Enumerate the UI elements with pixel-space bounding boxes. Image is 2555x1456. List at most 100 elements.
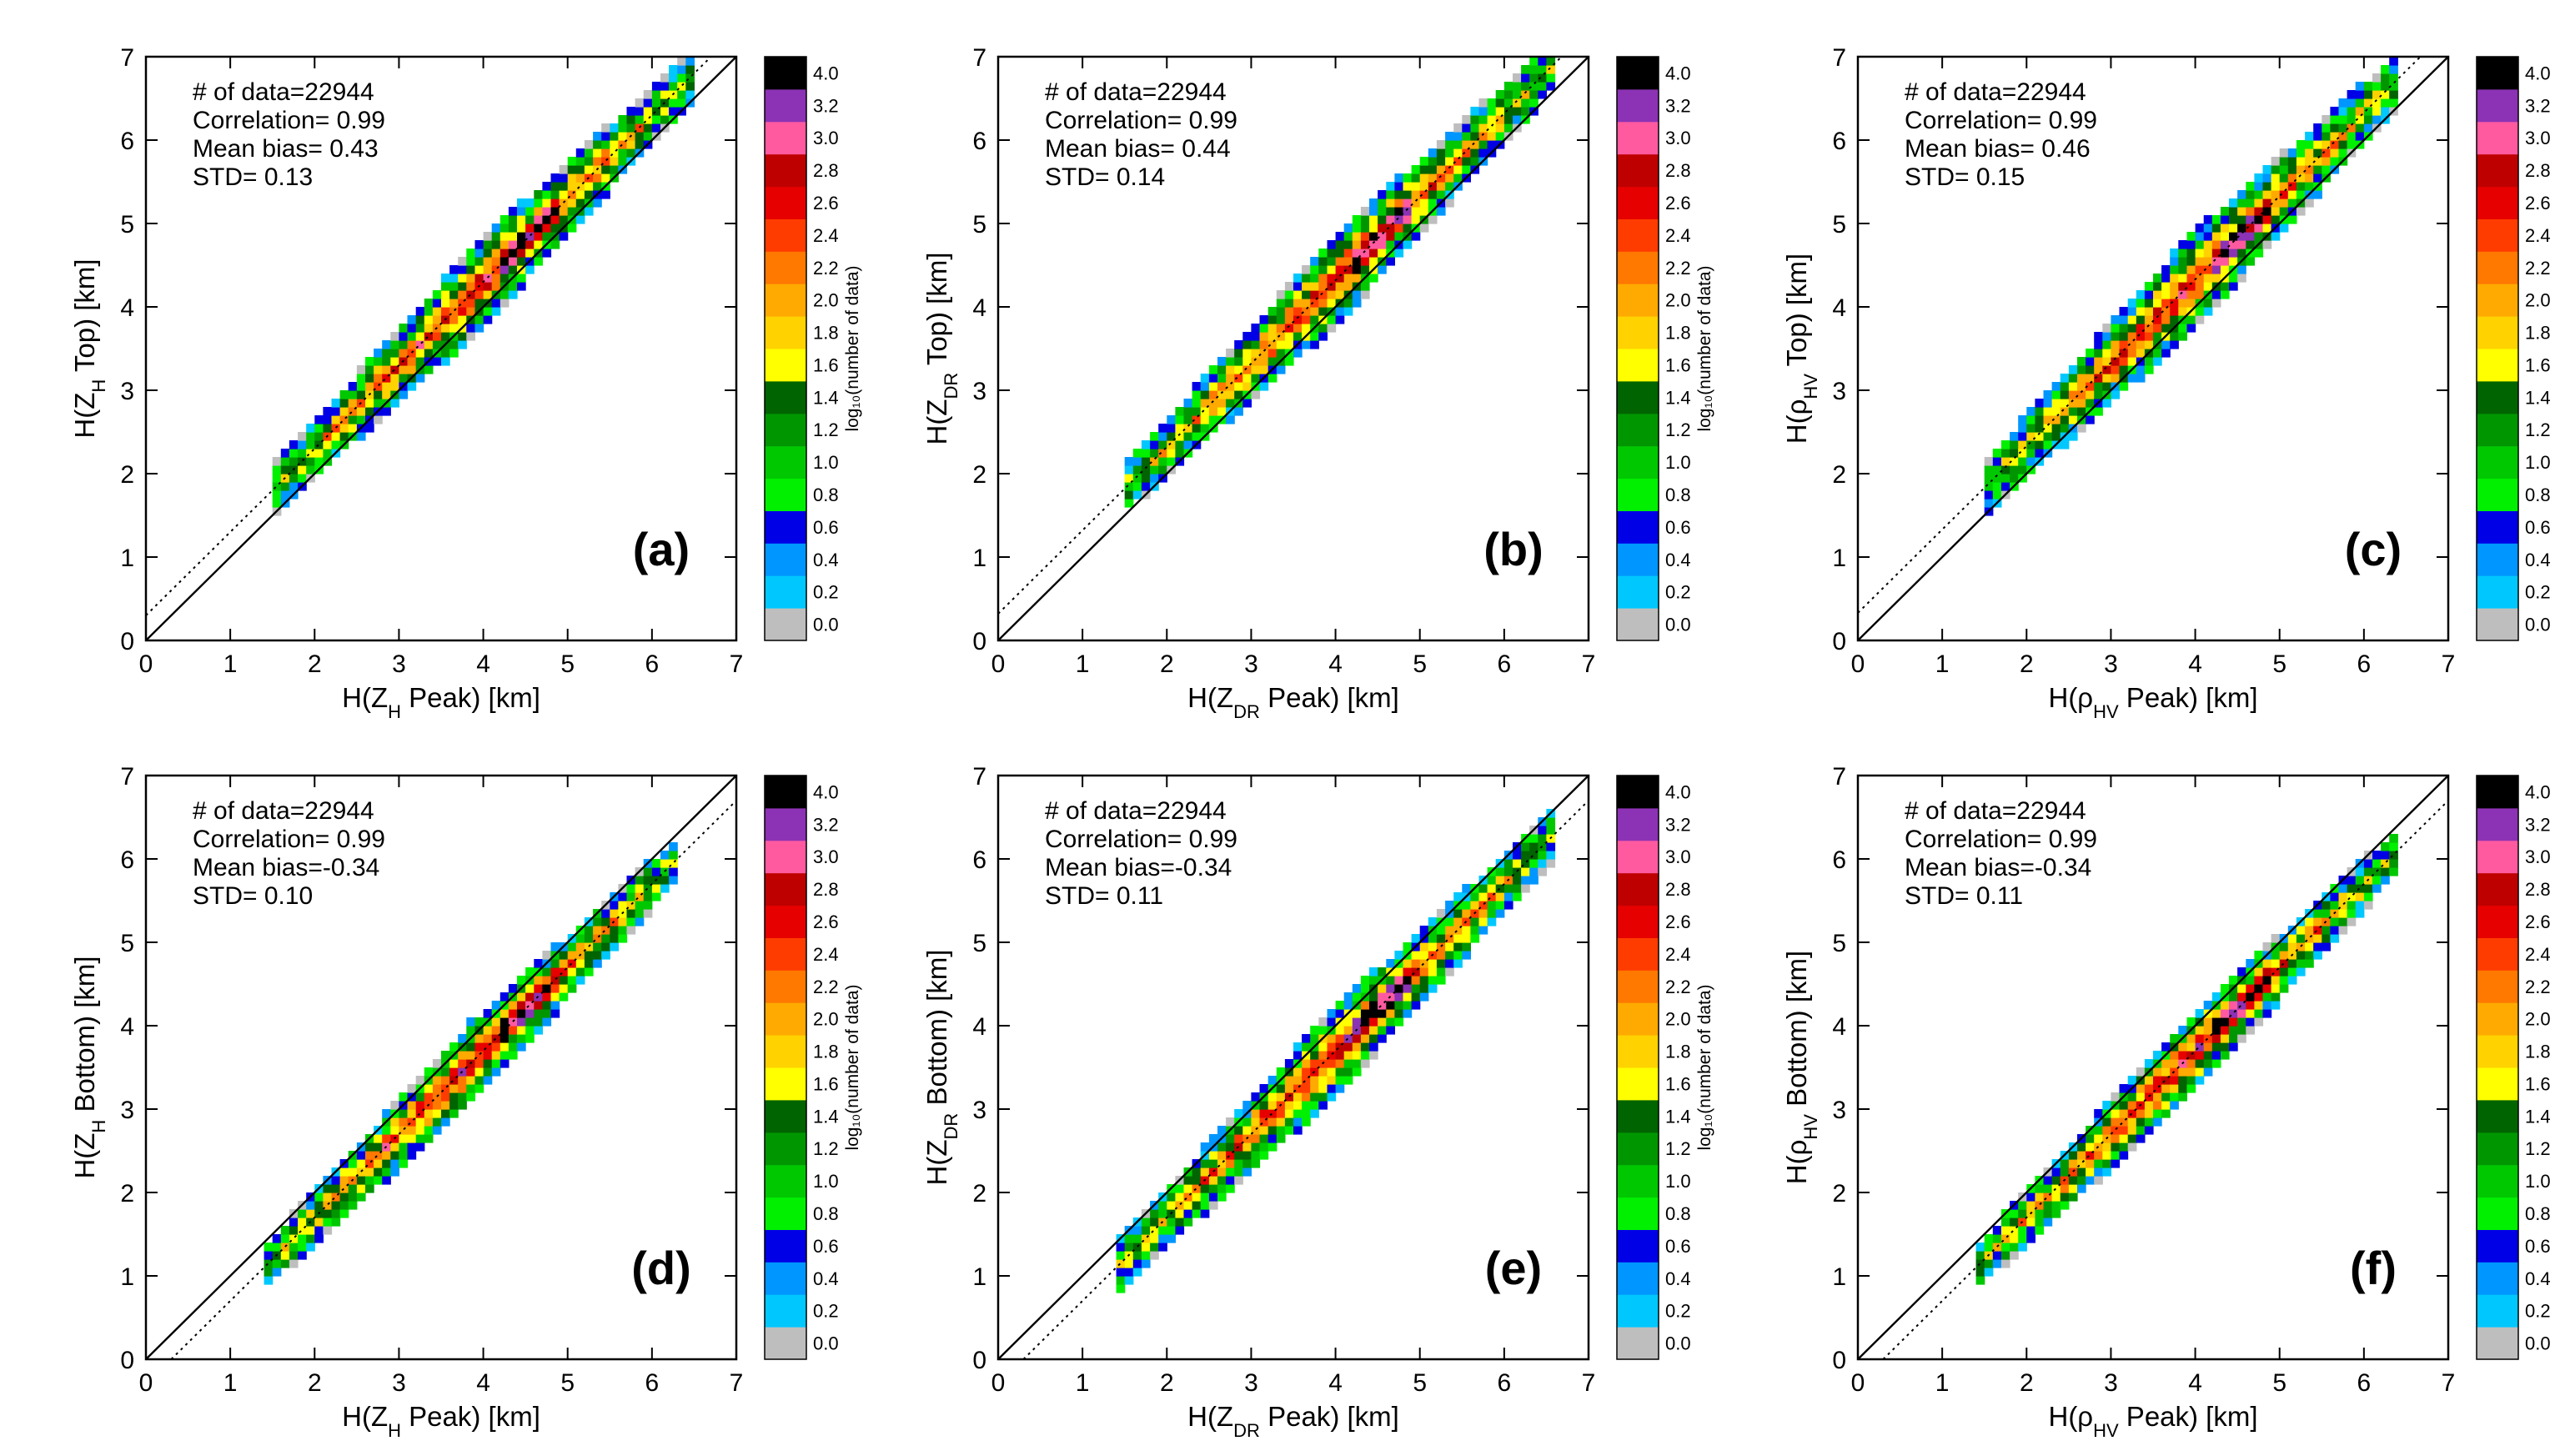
heatmap-cell (2389, 98, 2398, 108)
heatmap-cell (365, 407, 374, 416)
y-tick-label: 4 (972, 294, 986, 322)
heatmap-cell (2203, 1067, 2213, 1077)
heatmap-cell (2111, 1151, 2121, 1160)
heatmap-cell (424, 1067, 434, 1077)
heatmap-cell (2347, 107, 2357, 116)
heatmap-cell (1132, 1259, 1142, 1268)
x-tick-label: 3 (392, 650, 406, 678)
axis-label: H(ρHV Peak) [km] (2048, 682, 2257, 722)
heatmap-cell (2381, 851, 2390, 860)
heatmap-cell (1386, 223, 1395, 233)
heatmap-cell (677, 82, 686, 91)
heatmap-cell (466, 1017, 475, 1027)
heatmap-cell (635, 901, 645, 910)
colorbar-tick-label: 1.6 (813, 1073, 839, 1094)
heatmap-cell (1276, 1126, 1286, 1135)
heatmap-cell (1369, 976, 1378, 985)
heatmap-cell (1386, 198, 1395, 208)
heatmap-cell (2077, 390, 2086, 399)
heatmap-cell (1116, 1276, 1126, 1285)
x-tick-label: 3 (1244, 1369, 1258, 1397)
colorbar-swatch (765, 1229, 806, 1263)
heatmap-cell (2051, 1167, 2061, 1177)
colorbar-tick-label: 2.8 (813, 160, 839, 181)
heatmap-cell (356, 374, 366, 383)
heatmap-cell (1132, 449, 1142, 458)
heatmap-cell (2237, 265, 2246, 274)
heatmap-cell (2271, 190, 2281, 199)
heatmap-cell (525, 992, 535, 1002)
heatmap-cell (289, 1259, 299, 1268)
heatmap-cell (483, 1034, 493, 1043)
heatmap-cell (399, 1134, 409, 1143)
heatmap-cell (2355, 90, 2365, 99)
colorbar-swatch (2477, 608, 2518, 641)
heatmap-cell (1293, 1076, 1303, 1085)
heatmap-cell (2153, 315, 2162, 324)
heatmap-cell (449, 1109, 459, 1118)
heatmap-cell (1310, 307, 1319, 316)
heatmap-cell (2094, 407, 2103, 416)
x-tick-label: 2 (1160, 1369, 1174, 1397)
heatmap-cell (2372, 851, 2382, 860)
heatmap-cell (365, 1176, 374, 1185)
heatmap-cell (2262, 984, 2272, 993)
heatmap-cell (2111, 324, 2121, 333)
colorbar-swatch (2477, 445, 2518, 479)
heatmap-cell (1436, 967, 1446, 977)
heatmap-cell (1234, 340, 1243, 349)
heatmap-cell (2203, 223, 2213, 233)
heatmap-cell (2043, 1184, 2053, 1193)
heatmap-cell (280, 1243, 290, 1252)
heatmap-cell (264, 1251, 274, 1260)
colorbar-tick-label: 3.2 (1665, 95, 1691, 116)
heatmap-cell (449, 324, 459, 333)
heatmap-cell (618, 132, 628, 141)
heatmap-cell (1419, 976, 1429, 985)
colorbar-swatch (765, 349, 806, 382)
heatmap-cell (2136, 299, 2146, 308)
heatmap-cell (1132, 1251, 1142, 1260)
heatmap-cell (2060, 382, 2070, 391)
heatmap-cell (1546, 73, 1556, 83)
heatmap-cell (491, 1026, 501, 1035)
heatmap-cell (2068, 1176, 2078, 1185)
y-tick-label: 5 (1832, 211, 1846, 238)
colorbar-label: log₁₀(number of data) (843, 984, 862, 1150)
heatmap-cell (2018, 449, 2027, 458)
heatmap-cell (2170, 1092, 2179, 1102)
heatmap-cell (2279, 976, 2289, 985)
heatmap-cell (1546, 65, 1556, 74)
heatmap-cell (575, 182, 585, 191)
heatmap-cell (499, 232, 509, 241)
x-tick-label: 4 (476, 650, 490, 678)
heatmap-cell (2262, 942, 2272, 951)
heatmap-cell (2254, 223, 2264, 233)
colorbar-swatch (1617, 1229, 1659, 1263)
heatmap-cell (2018, 1201, 2027, 1210)
heatmap-cell (407, 365, 417, 374)
heatmap-cell (1132, 457, 1142, 466)
heatmap-cell (1487, 140, 1497, 149)
heatmap-cell (651, 859, 661, 868)
heatmap-cell (1975, 1259, 1985, 1268)
stat-count: # of data=22944 (1045, 797, 1227, 825)
heatmap-cell (289, 1218, 299, 1227)
heatmap-cell (2287, 157, 2297, 166)
heatmap-cell (1124, 474, 1134, 483)
heatmap-cell (2153, 324, 2162, 333)
heatmap-cell (348, 1167, 358, 1177)
heatmap-cell (374, 1134, 383, 1143)
heatmap-cell (685, 57, 695, 66)
heatmap-cell (651, 115, 661, 124)
heatmap-cell (2170, 340, 2179, 349)
heatmap-cell (2246, 190, 2255, 199)
x-tick-label: 2 (1160, 650, 1174, 678)
heatmap-cell (567, 959, 577, 968)
heatmap-cell (1293, 315, 1303, 324)
one-to-one-line (1857, 775, 2449, 1360)
heatmap-cell (1453, 926, 1463, 935)
heatmap-cell (1984, 482, 1994, 491)
heatmap-cell (1226, 365, 1235, 374)
